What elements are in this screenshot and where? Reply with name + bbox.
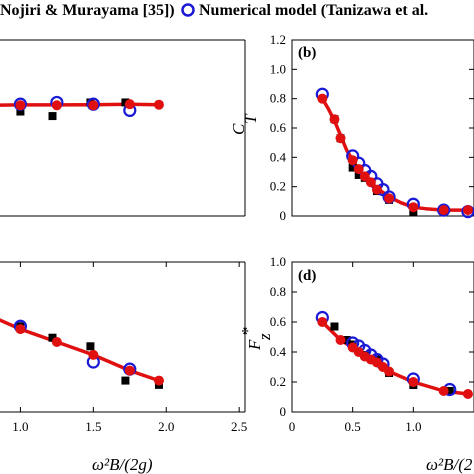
fit-point-marker xyxy=(51,337,62,347)
panel-d-ticks: 0 0.2 0.4 0.6 0.8 1.0 0 0.5 1.0 xyxy=(270,254,474,434)
fit-point-marker xyxy=(317,317,328,327)
ytick-label: 0.6 xyxy=(270,120,287,135)
panel-a-marks xyxy=(0,95,164,121)
fit-point-marker xyxy=(88,100,99,111)
panel-d-marks xyxy=(315,310,473,399)
panel-c-marks xyxy=(0,318,164,389)
xtick-label: 0 xyxy=(289,419,296,434)
panel-b-ylabel: C T xyxy=(229,113,260,135)
fit-point-marker xyxy=(438,205,449,216)
experiment-marker xyxy=(342,336,351,344)
fit-point-marker xyxy=(384,193,395,204)
ytick-label: 0.2 xyxy=(270,374,286,389)
fit-point-marker xyxy=(438,386,449,396)
panel-d-frame xyxy=(291,261,474,413)
panel-c-xlabel: ω²B/(2g) xyxy=(92,455,153,474)
xtick-label: 2.0 xyxy=(158,419,174,434)
panel-b: (b) C T 0 0.2 0.4 0.6 0.8 1.0 1.2 xyxy=(229,32,474,223)
numerical-marker xyxy=(437,203,451,217)
fit-point-marker xyxy=(88,349,99,360)
panel-c: 1.0 1.5 2.0 2.5 ω²B/(2g) xyxy=(0,261,247,474)
panel-d-tag: (d) xyxy=(298,268,316,284)
fit-point-marker xyxy=(353,164,364,175)
panel-d-ylabel-sub: z xyxy=(255,333,274,341)
xtick-label: 1.0 xyxy=(12,419,28,434)
panel-b-ylabel-sub: T xyxy=(241,113,260,124)
panel-d: (d) F z * 0 0.2 0.4 0.6 0.8 1.0 0 0.5 1.0 ω²B/(2 xyxy=(238,254,474,474)
ytick-label: 1.0 xyxy=(270,61,286,76)
panel-c-ticks: 1.0 1.5 2.0 2.5 xyxy=(12,262,247,434)
ytick-label: 0.8 xyxy=(270,284,286,299)
legend-numerical-label: Numerical model (Tanizawa et al. xyxy=(199,2,428,19)
experiment-marker xyxy=(16,107,25,116)
xtick-label: 2.5 xyxy=(231,419,247,434)
experiment-marker xyxy=(348,163,357,172)
fit-point-marker xyxy=(408,377,419,387)
ytick-label: 0.4 xyxy=(270,344,287,359)
fit-point-marker xyxy=(51,100,62,111)
panel-b-ylabel-main: C xyxy=(229,123,248,135)
experiment-marker xyxy=(330,322,339,331)
legend: Nojiri & Murayama [35]) Numerical model … xyxy=(0,2,428,19)
fit-point-marker xyxy=(408,202,419,213)
fit-point-marker xyxy=(335,335,346,345)
experiment-marker xyxy=(48,112,57,121)
experiment-marker xyxy=(121,376,130,385)
ytick-label: 0.6 xyxy=(270,314,287,329)
panel-b-tag: (b) xyxy=(298,45,316,61)
ytick-label: 0.4 xyxy=(270,149,287,164)
fit-line xyxy=(320,97,468,212)
panel-b-ticks: 0 0.2 0.4 0.6 0.8 1.0 1.2 xyxy=(270,32,474,223)
ytick-label: 0 xyxy=(280,208,287,223)
panel-d-ylabel-sup: * xyxy=(238,327,257,336)
ytick-label: 1.2 xyxy=(270,32,286,47)
xtick-label: 0.5 xyxy=(345,419,361,434)
ytick-label: 0 xyxy=(280,404,287,419)
fit-point-marker xyxy=(371,184,382,195)
ytick-label: 1.0 xyxy=(270,254,286,269)
fit-point-marker xyxy=(347,155,358,166)
xtick-label: 1.5 xyxy=(85,419,101,434)
fit-point-marker xyxy=(462,205,473,216)
fit-point-marker xyxy=(153,375,164,386)
fit-point-marker xyxy=(15,324,26,335)
fit-point-marker xyxy=(365,177,376,188)
legend-experiment-label: Nojiri & Murayama [35]) xyxy=(0,2,175,19)
experiment-marker xyxy=(86,342,95,351)
fit-point-marker xyxy=(384,366,395,377)
fit-line xyxy=(321,320,469,396)
panel-a xyxy=(0,39,246,217)
fit-point-marker xyxy=(335,133,346,144)
panel-b-frame xyxy=(291,39,474,217)
legend-numerical-marker xyxy=(181,3,195,17)
panel-d-ylabel: F z * xyxy=(238,327,274,351)
fit-point-marker xyxy=(153,99,164,110)
fit-point-marker xyxy=(329,114,340,125)
experiment-marker xyxy=(445,387,454,395)
experiment-marker xyxy=(354,170,363,179)
fit-point-marker xyxy=(124,365,135,376)
ytick-label: 0.8 xyxy=(270,91,286,106)
panel-d-ylabel-main: F xyxy=(245,339,264,351)
xtick-label: 1.0 xyxy=(405,419,421,434)
fit-point-marker xyxy=(462,389,473,399)
panel-d-xlabel: ω²B/(2 xyxy=(426,455,473,474)
experiment-marker xyxy=(48,333,57,342)
panel-b-marks xyxy=(315,87,474,219)
fit-point-marker xyxy=(15,100,26,111)
fit-point-marker xyxy=(124,99,135,110)
ytick-label: 0.2 xyxy=(270,179,286,194)
fit-point-marker xyxy=(317,93,328,104)
